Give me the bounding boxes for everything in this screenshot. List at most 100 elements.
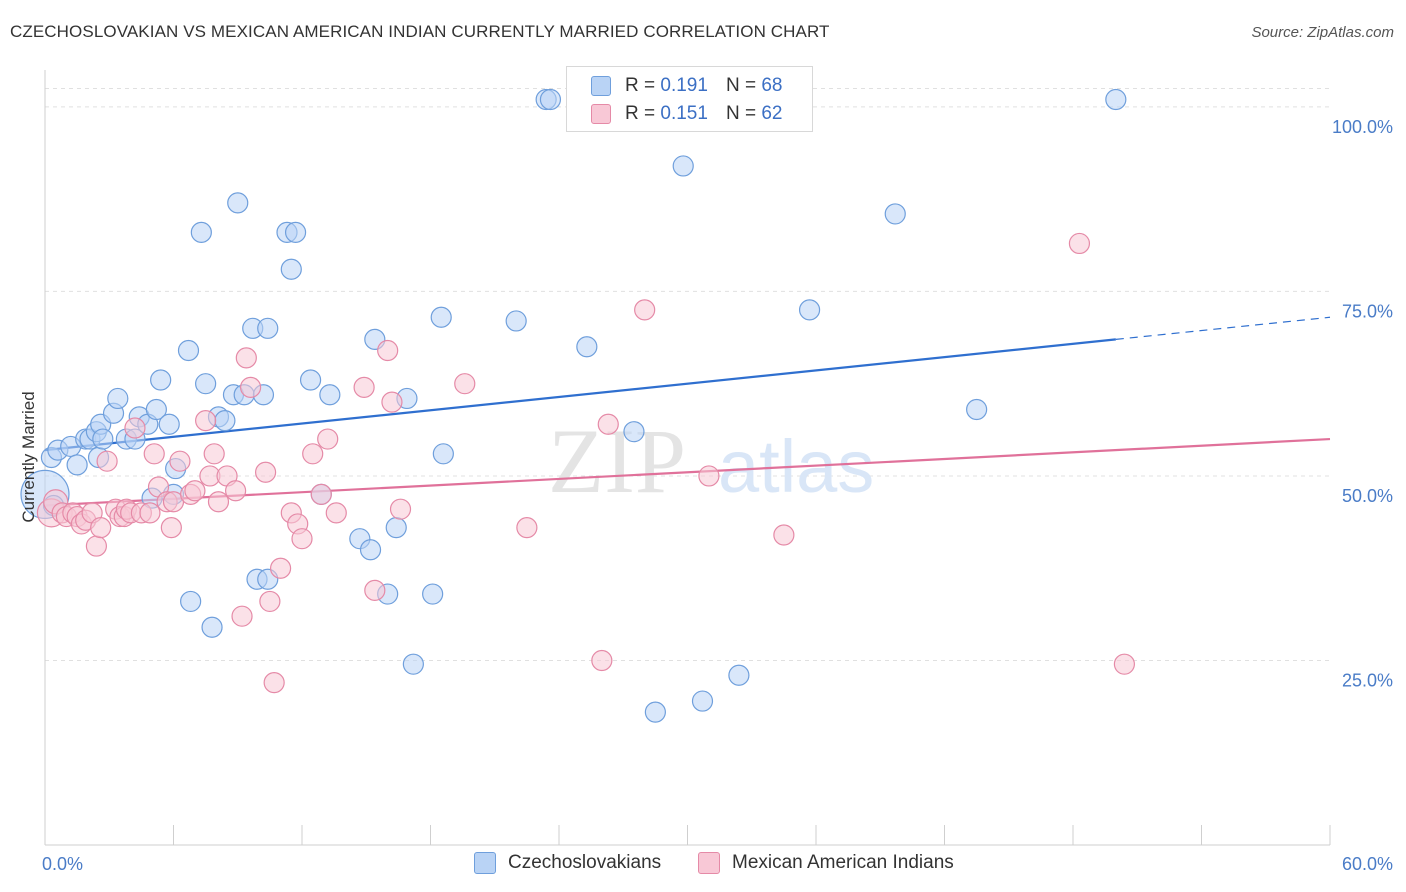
point-mexican-american-indians [184, 480, 206, 502]
point-czechoslovakians [402, 653, 424, 675]
point-mexican-american-indians [317, 428, 339, 450]
point-mexican-american-indians [454, 373, 476, 395]
point-mexican-american-indians [96, 450, 118, 472]
legend-r-label: R = [625, 75, 656, 96]
point-czechoslovakians [227, 192, 249, 214]
point-mexican-american-indians [1113, 653, 1136, 675]
point-czechoslovakians [966, 398, 988, 421]
point-mexican-american-indians [169, 450, 191, 472]
legend-n-value: 62 [761, 103, 783, 124]
point-mexican-american-indians [389, 498, 412, 520]
point-mexican-american-indians [263, 672, 285, 694]
point-czechoslovakians [107, 387, 129, 410]
point-mexican-american-indians [139, 502, 161, 524]
point-czechoslovakians [884, 203, 906, 225]
point-czechoslovakians [644, 701, 666, 723]
bottom-legend-label: Czechoslovakians [508, 852, 662, 873]
point-mexican-american-indians [160, 517, 182, 539]
point-czechoslovakians [257, 317, 279, 339]
point-czechoslovakians [728, 664, 750, 686]
point-czechoslovakians [576, 336, 598, 358]
point-czechoslovakians [201, 616, 223, 638]
point-mexican-american-indians [597, 413, 619, 435]
legend-n-label: N = [725, 75, 757, 96]
point-czechoslovakians [284, 221, 307, 243]
bottom-legend-label: Mexican American Indians [732, 852, 954, 873]
data-points [20, 88, 1136, 723]
trend-lines [44, 316, 1331, 507]
point-mexican-american-indians [85, 535, 108, 557]
point-mexican-american-indians [195, 409, 217, 432]
point-czechoslovakians [299, 369, 322, 391]
chart-title: CZECHOSLOVAKIAN VS MEXICAN AMERICAN INDI… [10, 22, 830, 41]
point-mexican-american-indians [310, 483, 332, 506]
legend-row-mexican-american-indians: R = 0.151 N = 62 [591, 103, 782, 125]
point-czechoslovakians [539, 88, 562, 111]
point-mexican-american-indians [773, 524, 795, 546]
point-mexican-american-indians [143, 443, 165, 465]
legend-row-czechoslovakians: R = 0.191 N = 68 [591, 75, 782, 97]
point-czechoslovakians [92, 428, 114, 450]
point-mexican-american-indians [1068, 232, 1091, 255]
point-mexican-american-indians [90, 517, 112, 539]
y-axis-label: Currently Married [19, 391, 38, 522]
point-czechoslovakians [177, 339, 200, 362]
point-mexican-american-indians [240, 376, 262, 398]
point-mexican-american-indians [203, 443, 225, 465]
point-mexican-american-indians [207, 491, 230, 513]
point-czechoslovakians [195, 373, 217, 395]
point-czechoslovakians [145, 398, 167, 421]
point-czechoslovakians [214, 409, 236, 432]
point-czechoslovakians [385, 517, 407, 539]
point-czechoslovakians [432, 443, 454, 465]
point-czechoslovakians [66, 454, 88, 476]
point-mexican-american-indians [364, 579, 386, 601]
source-credit: Source: ZipAtlas.com [1251, 24, 1394, 41]
trend-line-mexican-american-indians [44, 437, 1331, 507]
y-tick-label: 100.0% [1332, 117, 1393, 137]
legend-swatch-pink [591, 104, 611, 124]
point-czechoslovakians [798, 299, 821, 321]
y-tick-label: 50.0% [1342, 486, 1393, 506]
point-mexican-american-indians [353, 376, 375, 398]
legend-r-value: 0.151 [660, 103, 708, 124]
point-mexican-american-indians [381, 391, 403, 413]
point-mexican-american-indians [225, 480, 247, 502]
legend-r-label: R = [625, 103, 656, 124]
legend-n-label: N = [725, 103, 757, 124]
point-czechoslovakians [672, 155, 694, 177]
point-czechoslovakians [505, 310, 527, 332]
bottom-legend-swatch-blue [474, 852, 496, 874]
point-mexican-american-indians [302, 443, 324, 465]
legend-r-value: 0.191 [660, 75, 708, 96]
point-czechoslovakians [280, 258, 302, 280]
point-czechoslovakians [1105, 88, 1127, 111]
point-czechoslovakians [319, 384, 341, 406]
point-mexican-american-indians [591, 649, 613, 672]
bottom-legend-swatch-pink [698, 852, 720, 874]
point-czechoslovakians [150, 369, 172, 391]
point-mexican-american-indians [235, 347, 257, 369]
point-czechoslovakians [623, 421, 645, 443]
point-mexican-american-indians [377, 339, 399, 362]
point-mexican-american-indians [291, 528, 313, 550]
point-mexican-american-indians [698, 465, 720, 487]
point-mexican-american-indians [124, 417, 146, 439]
point-czechoslovakians [158, 413, 180, 435]
point-czechoslovakians [180, 590, 202, 613]
y-tick-label: 25.0% [1342, 670, 1393, 690]
legend-swatch-blue [591, 76, 611, 96]
point-mexican-american-indians [231, 605, 253, 627]
tick-labels: 25.0% 50.0% 75.0% 100.0% 0.0% 60.0% Currently … [19, 117, 1393, 874]
point-mexican-american-indians [254, 461, 277, 483]
point-czechoslovakians [691, 690, 714, 712]
legend-n-value: 68 [761, 75, 783, 96]
trend-line-czechoslovakians-extension [1115, 316, 1331, 341]
point-mexican-american-indians [259, 590, 281, 613]
axes [44, 70, 1331, 846]
y-tick-label: 75.0% [1342, 301, 1393, 321]
trend-line-czechoslovakians [44, 338, 1116, 452]
bottom-legend-mexican-american-indians: Mexican American Indians [698, 852, 954, 874]
bottom-legend-czechoslovakians: Czechoslovakians [474, 852, 661, 874]
